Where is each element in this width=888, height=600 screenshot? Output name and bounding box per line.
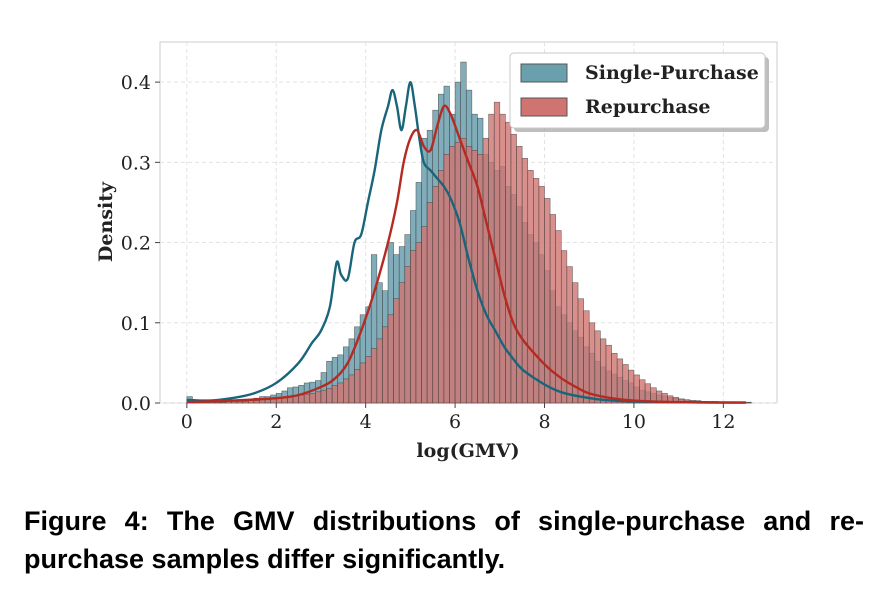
hist-bar-repurchase bbox=[426, 202, 434, 404]
hist-bar-repurchase bbox=[616, 358, 624, 404]
legend-swatch-single-purchase bbox=[520, 63, 568, 83]
hist-bar-repurchase bbox=[622, 364, 629, 404]
hist-bar-repurchase bbox=[633, 374, 640, 404]
hist-bar-repurchase bbox=[348, 374, 355, 404]
hist-bar-repurchase bbox=[482, 137, 489, 404]
hist-bar-repurchase bbox=[583, 310, 590, 404]
hist-bar-repurchase bbox=[594, 330, 601, 404]
legend: Single-Purchase Repurchase bbox=[509, 52, 769, 132]
hist-bar-repurchase bbox=[326, 388, 333, 404]
y-tick-label: 0.1 bbox=[121, 313, 151, 335]
hist-bar-repurchase bbox=[236, 401, 244, 404]
x-tick-label: 10 bbox=[622, 411, 646, 433]
hist-bar-repurchase bbox=[359, 362, 366, 404]
x-axis-ticks: 0 2 4 6 8 10 12 bbox=[181, 403, 735, 433]
kde-curves bbox=[186, 80, 746, 404]
y-axis-ticks: 0.0 0.1 0.2 0.3 0.4 bbox=[121, 72, 160, 415]
hist-bar-repurchase bbox=[460, 137, 467, 404]
hist-bar-repurchase bbox=[505, 121, 512, 404]
hist-bar-repurchase bbox=[370, 348, 378, 404]
hist-bar-repurchase bbox=[410, 250, 417, 404]
hist-bar-repurchase bbox=[465, 145, 473, 404]
hist-bar-repurchase bbox=[376, 338, 383, 404]
hist-bar-repurchase bbox=[449, 145, 456, 404]
hist-bar-repurchase bbox=[331, 385, 339, 404]
legend-swatch-repurchase bbox=[520, 97, 568, 117]
hist-bar-repurchase bbox=[533, 178, 540, 404]
hist-bar-repurchase bbox=[337, 382, 344, 404]
hist-bar-repurchase bbox=[343, 378, 350, 404]
hist-bar-repurchase bbox=[309, 393, 316, 404]
hist-bar-repurchase bbox=[432, 186, 439, 404]
hist-bar-repurchase bbox=[421, 226, 428, 404]
hist-bar-repurchase bbox=[588, 322, 596, 404]
histogram-bars bbox=[186, 61, 752, 404]
hist-bar-repurchase bbox=[382, 326, 389, 404]
hist-bar-repurchase bbox=[315, 391, 322, 404]
x-tick-label: 12 bbox=[711, 411, 735, 433]
hist-bar-repurchase bbox=[521, 158, 529, 404]
hist-bar-repurchase bbox=[404, 266, 411, 404]
x-tick-label: 4 bbox=[360, 411, 372, 433]
x-tick-label: 2 bbox=[270, 411, 282, 433]
x-tick-label: 0 bbox=[181, 411, 193, 433]
y-tick-label: 0.2 bbox=[121, 233, 151, 255]
legend-label-repurchase: Repurchase bbox=[585, 96, 710, 118]
hist-bar-repurchase bbox=[393, 298, 400, 404]
figure-caption: Figure 4: The GMV distributions of singl… bbox=[24, 506, 864, 574]
hist-bar-repurchase bbox=[544, 198, 551, 404]
hist-bar-repurchase bbox=[320, 389, 327, 404]
y-tick-label: 0.4 bbox=[121, 72, 151, 94]
hist-bar-repurchase bbox=[264, 399, 271, 404]
hist-bar-repurchase bbox=[365, 356, 372, 404]
hist-bar-repurchase bbox=[387, 314, 394, 404]
kde-line-single-purchase bbox=[186, 80, 746, 404]
hist-bar-repurchase bbox=[600, 338, 607, 404]
hist-bar-repurchase bbox=[605, 344, 612, 404]
y-tick-label: 0.3 bbox=[121, 152, 151, 174]
kde-line-repurchase bbox=[186, 104, 746, 404]
hist-bar-repurchase bbox=[398, 282, 406, 404]
hist-bar-repurchase bbox=[611, 352, 618, 404]
hist-bar-repurchase bbox=[628, 369, 635, 404]
hist-bar-repurchase bbox=[527, 170, 534, 404]
hist-bar-repurchase bbox=[639, 379, 646, 404]
hist-bar-repurchase bbox=[499, 113, 506, 404]
hist-bar-repurchase bbox=[415, 242, 422, 404]
y-tick-label: 0.0 bbox=[121, 393, 151, 415]
x-axis-label: log(GMV) bbox=[416, 440, 519, 462]
hist-bar-repurchase bbox=[438, 170, 445, 404]
hist-bar-repurchase bbox=[303, 393, 311, 404]
x-tick-label: 8 bbox=[538, 411, 550, 433]
chart: 0 2 4 6 8 10 12 0.0 0.1 0.2 0.3 0.4 log(GMV) Densi… bbox=[95, 41, 778, 462]
hist-bar-repurchase bbox=[220, 401, 227, 404]
legend-label-single-purchase: Single-Purchase bbox=[585, 62, 759, 84]
hist-bar-repurchase bbox=[488, 113, 495, 404]
hist-bar-repurchase bbox=[354, 369, 361, 404]
hist-bar-repurchase bbox=[454, 141, 461, 404]
y-axis-label: Density bbox=[95, 181, 117, 262]
hist-bar-repurchase bbox=[298, 394, 305, 404]
hist-bar-repurchase bbox=[253, 400, 260, 404]
hist-bar-repurchase bbox=[242, 401, 249, 404]
hist-bar-repurchase bbox=[538, 186, 545, 404]
x-tick-label: 6 bbox=[449, 411, 461, 433]
